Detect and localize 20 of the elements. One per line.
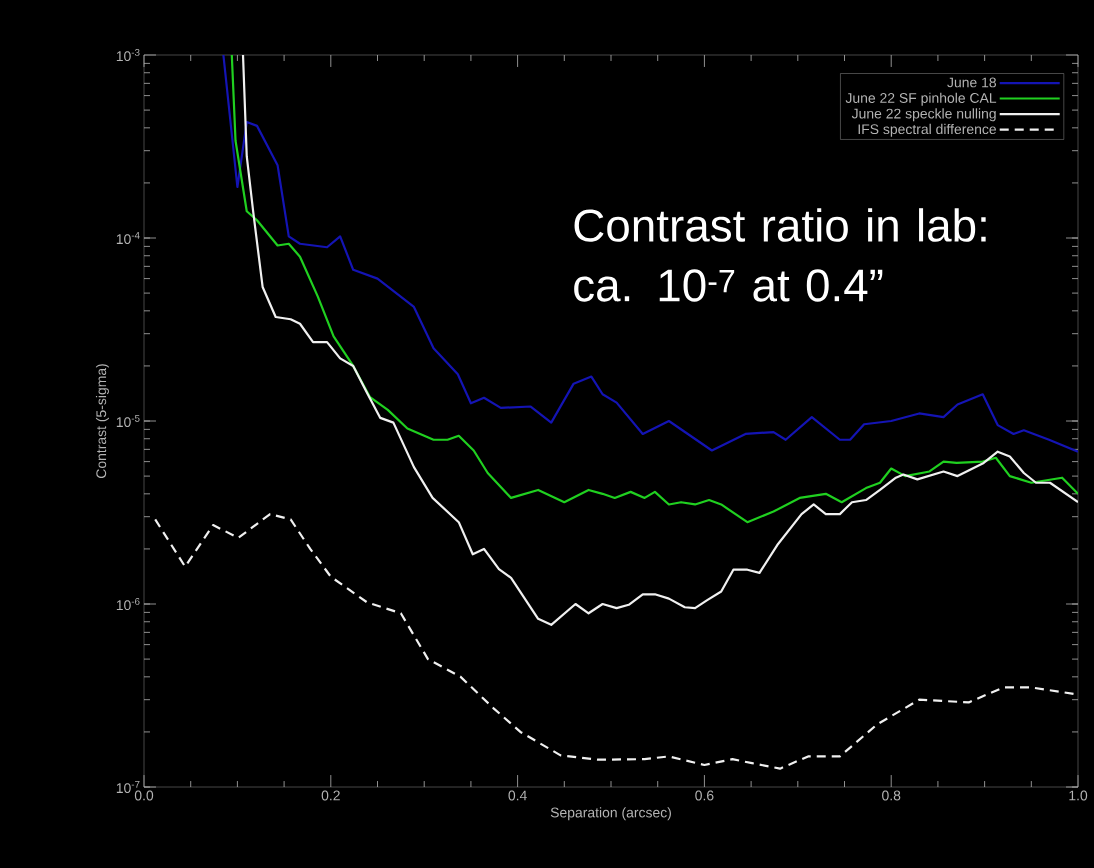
legend-label: June 22 SF pinhole CAL [845, 92, 997, 106]
y-axis-title: Contrast (5-sigma) [95, 364, 109, 479]
x-tick-label: 0.8 [882, 790, 901, 801]
line-series [241, 55, 1079, 626]
y-tick-label: 10$^{-6}$ [116, 597, 140, 611]
line-series [222, 55, 1079, 453]
y-tick-label: 10$^{-5}$ [116, 414, 140, 428]
annotation: Contrast ratio in lab: ca. 10$^{-7}$ at 0.4” [574, 208, 986, 302]
x-tick-label: 0.4 [508, 790, 527, 801]
legend-label: IFS spectral difference [858, 123, 997, 137]
line-series [230, 55, 1079, 524]
legend-label: June 22 speckle nulling [851, 108, 996, 122]
x-tick-label: 0.2 [321, 790, 340, 801]
x-tick-label: 0.0 [134, 790, 154, 801]
y-tick-label: 10$^{-4}$ [116, 231, 140, 245]
x-tick-label: 1.0 [1069, 790, 1088, 801]
x-axis-title: Separation (arcsec) [550, 807, 671, 821]
y-tick-label: 10$^{-3}$ [116, 48, 140, 62]
x-tick-label: 0.6 [695, 790, 714, 801]
legend-label: June 18 [947, 77, 997, 88]
